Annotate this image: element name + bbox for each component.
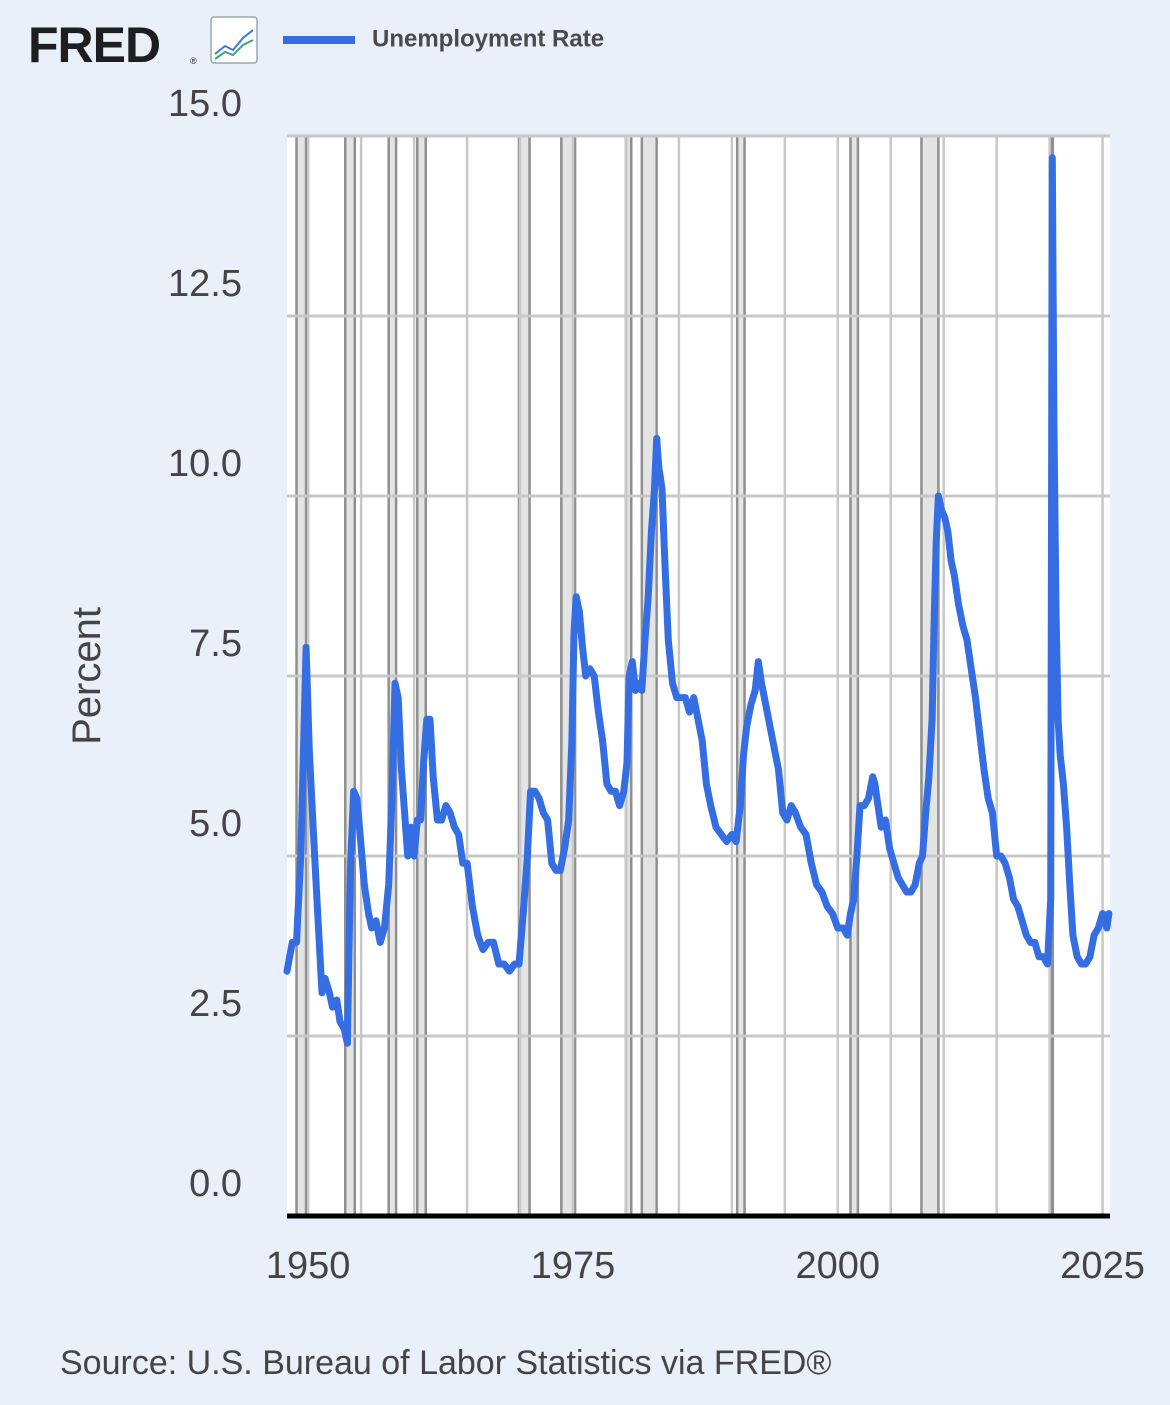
legend: Unemployment Rate — [283, 25, 604, 52]
fred-logo-text: FRED — [28, 17, 160, 73]
x-tick-label-1975: 1975 — [531, 1245, 616, 1287]
x-tick-label-2025: 2025 — [1060, 1245, 1145, 1287]
source-note: Source: U.S. Bureau of Labor Statistics … — [60, 1344, 831, 1382]
series-line-unemployment-rate — [283, 154, 1113, 1047]
y-tick-label-5.0: 5.0 — [189, 803, 242, 845]
y-tick-label-7.5: 7.5 — [189, 623, 242, 665]
x-tick-label-1950: 1950 — [266, 1245, 351, 1287]
y-axis-title: Percent — [65, 607, 109, 745]
x-tick-labels: 1950 1975 2000 2025 — [266, 1245, 1145, 1287]
y-tick-label-10.0: 10.0 — [168, 443, 242, 485]
trend-chart-icon — [210, 16, 258, 64]
y-tick-label-15.0: 15.0 — [168, 83, 242, 125]
y-tick-labels: 0.0 2.5 5.0 7.5 10.0 12.5 15.0 — [168, 83, 242, 1205]
y-tick-label-0.0: 0.0 — [189, 1163, 242, 1205]
fred-logo[interactable]: FRED ® — [28, 16, 258, 73]
y-tick-label-12.5: 12.5 — [168, 263, 242, 305]
y-tick-label-2.5: 2.5 — [189, 983, 242, 1025]
registered-mark: ® — [190, 56, 197, 66]
legend-label: Unemployment Rate — [372, 25, 604, 52]
legend-swatch — [283, 36, 355, 44]
x-tick-label-2000: 2000 — [796, 1245, 881, 1287]
